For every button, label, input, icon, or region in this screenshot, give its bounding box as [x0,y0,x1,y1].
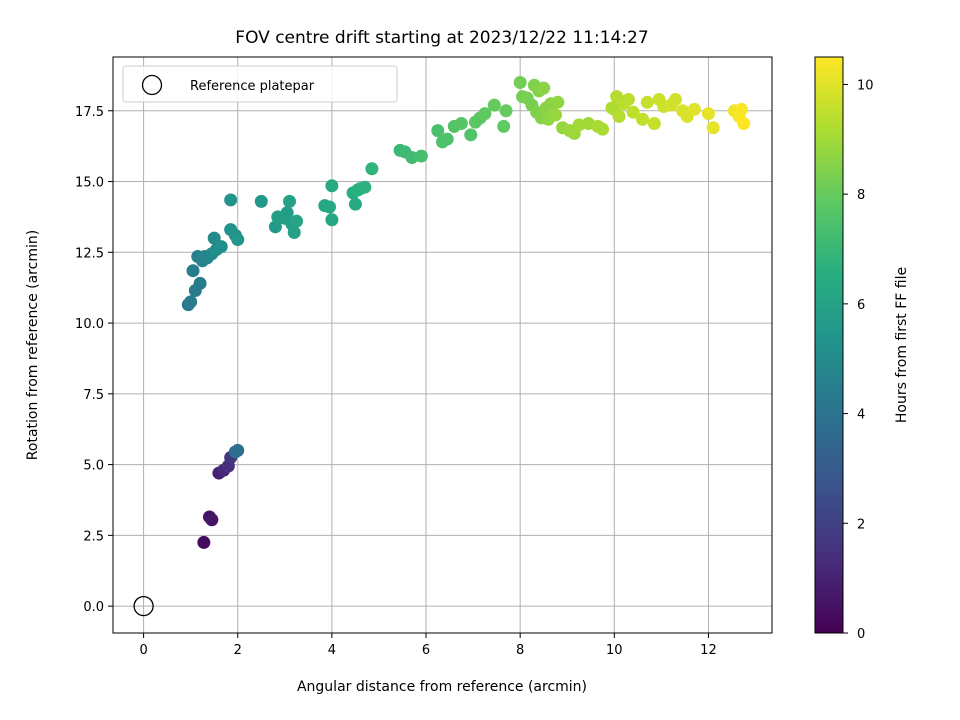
data-point [268,220,282,234]
data-point [440,132,454,146]
grid-lines [113,57,772,633]
data-point [358,180,372,194]
data-point [325,213,339,227]
y-axis-ticks: 0.0 2.5 5.0 7.5 10.0 12.5 15.0 17.5 [75,105,113,615]
x-tick-label: 6 [422,643,430,658]
data-point [280,206,294,220]
data-point [499,104,513,118]
y-tick-label: 15.0 [75,176,104,191]
data-point [464,128,478,142]
scatter-points [133,75,751,617]
x-axis-label: Angular distance from reference (arcmin) [297,679,587,695]
data-point [231,443,245,457]
colorbar-ticks: 0 2 4 6 8 10 [843,78,874,642]
y-tick-label: 10.0 [75,317,104,332]
colorbar-tick-label: 10 [857,78,874,93]
data-point [414,149,428,163]
data-point [186,264,200,278]
data-point [551,95,565,109]
data-point [283,194,297,208]
data-point [626,105,640,119]
colorbar-tick-label: 8 [857,188,865,203]
data-point [431,124,445,138]
data-point [231,233,245,247]
data-point [669,92,683,106]
x-tick-label: 0 [139,643,147,658]
y-tick-label: 17.5 [75,105,104,120]
x-tick-label: 12 [700,643,717,658]
data-point [621,92,635,106]
data-point [365,162,379,176]
colorbar-tick-label: 0 [857,627,865,642]
data-point [640,95,654,109]
data-point [254,194,268,208]
data-point [205,513,219,527]
data-point [487,98,501,112]
data-point [706,121,720,135]
data-point [737,117,751,131]
colorbar-gradient [815,57,843,633]
y-tick-label: 5.0 [83,459,104,474]
colorbar-label: Hours from first FF file [894,267,910,423]
y-tick-label: 7.5 [83,388,104,403]
data-point [647,117,661,131]
legend-marker-reference [141,74,163,96]
y-tick-label: 0.0 [83,600,104,615]
data-point [734,102,748,116]
colorbar-tick-label: 6 [857,298,865,313]
data-point [325,179,339,193]
data-point [636,112,650,126]
data-point [214,240,228,254]
x-tick-label: 2 [234,643,242,658]
data-point [537,81,551,95]
y-axis-label: Rotation from reference (arcmin) [25,230,41,460]
data-point [454,117,468,131]
colorbar: 0 2 4 6 8 10 Hours from first FF file [814,56,910,642]
data-point [612,109,626,123]
data-point [323,200,337,214]
data-point [497,119,511,133]
plot-area-frame [112,56,773,634]
data-point [513,75,527,89]
data-point [193,276,207,290]
data-point [197,535,211,549]
chart-title: FOV centre drift starting at 2023/12/22 … [235,28,648,48]
data-point [287,225,301,239]
legend-label-reference: Reference platepar [190,79,315,94]
colorbar-frame [814,56,844,634]
colorbar-tick-label: 2 [857,517,865,532]
x-tick-label: 8 [516,643,524,658]
x-tick-label: 4 [328,643,336,658]
data-point [348,197,362,211]
colorbar-tick-label: 4 [857,408,865,423]
reference-point-marker [133,595,154,617]
data-point [290,214,304,228]
x-axis-ticks: 0 2 4 6 8 10 12 [139,633,717,658]
data-point [224,223,238,237]
legend: Reference platepar [122,65,398,103]
legend-box [122,65,398,103]
x-tick-label: 10 [606,643,623,658]
data-point [687,102,701,116]
data-point [701,107,715,121]
data-point [478,107,492,121]
y-tick-label: 12.5 [75,246,104,261]
data-point [548,108,562,122]
data-point [596,122,610,136]
data-point [184,295,198,309]
y-tick-label: 2.5 [83,529,104,544]
data-point [224,193,238,207]
